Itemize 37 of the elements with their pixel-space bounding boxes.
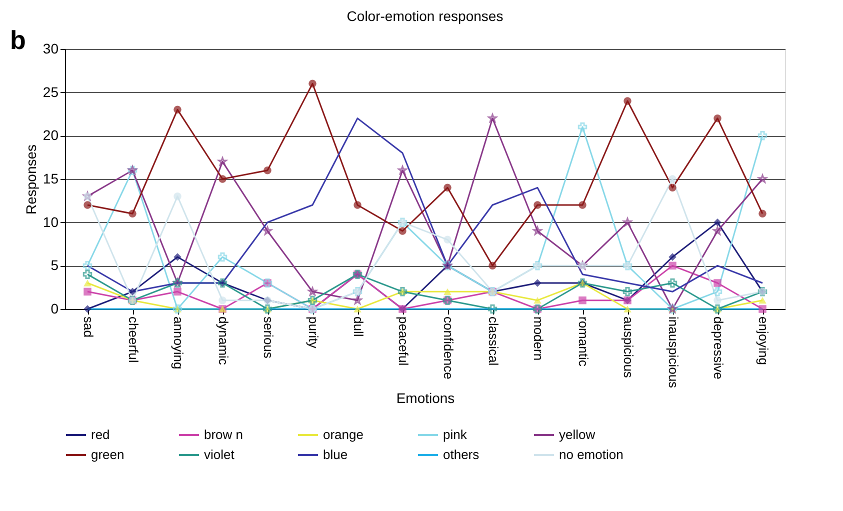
legend-label: green	[91, 447, 124, 462]
legend-label: no emotion	[559, 447, 624, 462]
y-tick-label: 25	[42, 84, 59, 100]
x-tick-label: modern	[531, 316, 546, 361]
x-tick-label: serious	[261, 316, 276, 359]
x-tick-label: inauspicious	[666, 316, 681, 389]
legend-label: blue	[323, 447, 348, 462]
x-tick-label: classical	[486, 316, 501, 366]
legend-label: brow n	[204, 427, 244, 442]
legend-label: violet	[204, 447, 235, 462]
x-tick-label: peaceful	[396, 316, 411, 366]
chart-title: Color-emotion responses	[346, 8, 504, 24]
x-tick-label: confidence	[441, 316, 456, 380]
x-axis-title: Emotions	[396, 390, 455, 406]
legend-label: others	[443, 447, 480, 462]
y-tick-label: 0	[50, 300, 59, 316]
y-axis-title: Responses	[22, 144, 39, 215]
x-tick-label: depressive	[711, 316, 726, 380]
text: b	[10, 25, 26, 55]
y-tick-label: 20	[42, 127, 59, 144]
y-tick-label: 30	[42, 40, 59, 56]
legend-label: yellow	[559, 427, 596, 442]
x-tick-label: romantic	[576, 316, 591, 367]
x-tick-label: enjoying	[756, 316, 771, 365]
legend-label: red	[91, 427, 110, 442]
x-tick-label: dull	[351, 316, 366, 337]
x-tick-label: annoying	[171, 316, 186, 370]
x-tick-label: dynamic	[216, 316, 231, 366]
x-tick-label: auspicious	[621, 316, 636, 378]
y-tick-label: 5	[50, 257, 59, 274]
x-tick-label: cheerful	[126, 316, 141, 363]
legend-label: orange	[323, 427, 364, 442]
y-tick-label: 15	[42, 170, 59, 186]
x-tick-label: sad	[81, 316, 96, 338]
legend-label: pink	[443, 427, 468, 442]
y-tick-label: 10	[42, 214, 59, 230]
x-tick-label: purity	[306, 316, 321, 349]
